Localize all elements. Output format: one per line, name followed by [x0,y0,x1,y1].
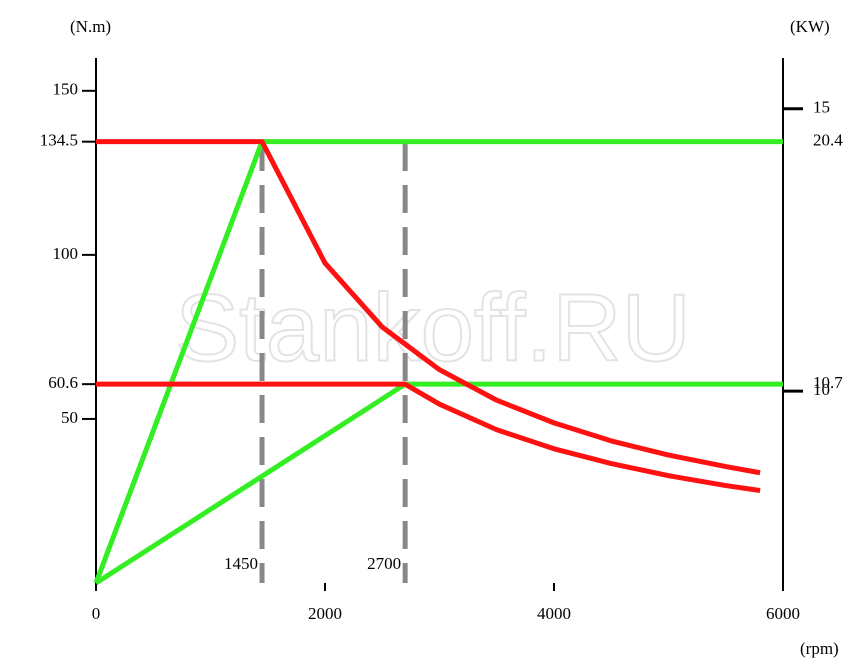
annotation: 10.7 [813,373,843,392]
y2-tick-label: 15 [813,98,830,117]
x-tick-label: 6000 [766,604,800,623]
y-tick-label: 150 [53,80,79,99]
x-axis-label: (rpm) [800,639,839,658]
y-tick-label: 50 [61,408,78,427]
series-line [96,139,761,476]
marker-label: 2700 [367,554,401,573]
annotation: 20.4 [813,131,843,150]
series-line [96,381,761,493]
y-tick-label: 134.5 [40,131,78,150]
x-tick-label: 0 [92,604,101,623]
marker-label: 1450 [224,554,258,573]
y-axis-label: (N.m) [70,17,111,36]
y-tick-label: 60.6 [48,373,78,392]
y-tick-label: 100 [53,244,79,263]
x-tick-label: 4000 [537,604,571,623]
x-tick-label: 2000 [308,604,342,623]
series-line [94,381,783,586]
y2-tick-label: 10 [813,380,830,399]
y2-axis-label: (KW) [790,17,830,36]
